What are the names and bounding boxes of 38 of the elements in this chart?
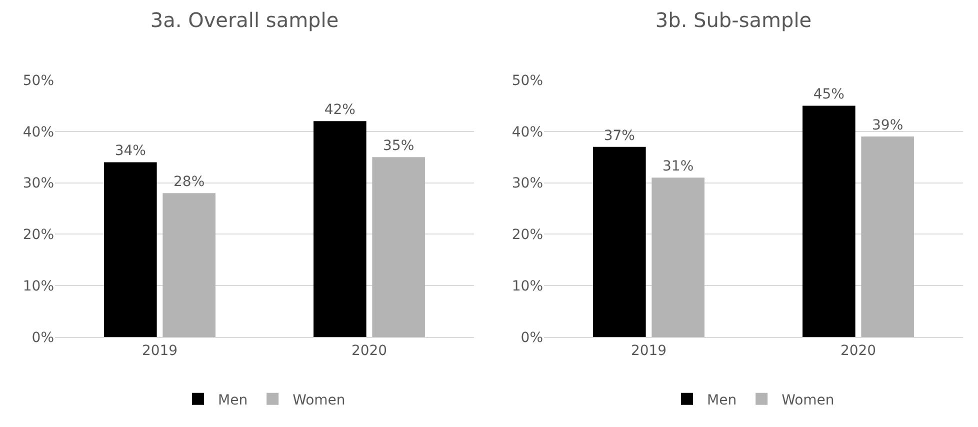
bar [314,121,366,337]
y-tick-label: 40% [512,124,543,140]
x-tick-label: 2019 [142,342,178,359]
bar [652,178,704,337]
x-tick-label: 2020 [840,342,876,359]
data-label: 35% [383,138,414,154]
data-label: 42% [324,102,356,118]
data-label: 31% [662,158,694,175]
bar [802,106,856,337]
legend-label: Women [782,392,834,408]
y-tick-label: 10% [512,278,543,294]
y-tick-label: 50% [512,72,543,89]
data-label: 28% [174,174,205,190]
data-label: 45% [813,86,844,103]
data-label: 34% [114,143,146,160]
y-tick-label: 50% [22,72,54,89]
bar [104,162,157,337]
legend-label: Women [292,392,346,408]
y-tick-label: 10% [22,278,54,294]
y-tick-label: 0% [32,330,54,346]
y-tick-label: 40% [22,124,54,140]
legend-label: Men [707,392,737,408]
bar [593,146,646,337]
y-tick-label: 0% [520,330,543,346]
y-tick-label: 30% [512,176,543,192]
y-tick-label: 30% [22,176,54,192]
legend-label: Men [218,392,248,408]
x-tick-label: 2019 [630,342,667,359]
bar [372,157,425,337]
bar [162,193,216,337]
x-tick-label: 2020 [351,342,388,359]
chart-title: 3b. Sub-sample [655,8,812,32]
y-tick-label: 20% [512,227,543,244]
data-label: 37% [604,128,635,144]
bar [861,136,914,337]
y-tick-label: 20% [22,227,54,244]
chart-title: 3a. Overall sample [150,8,339,32]
data-label: 39% [872,118,904,134]
